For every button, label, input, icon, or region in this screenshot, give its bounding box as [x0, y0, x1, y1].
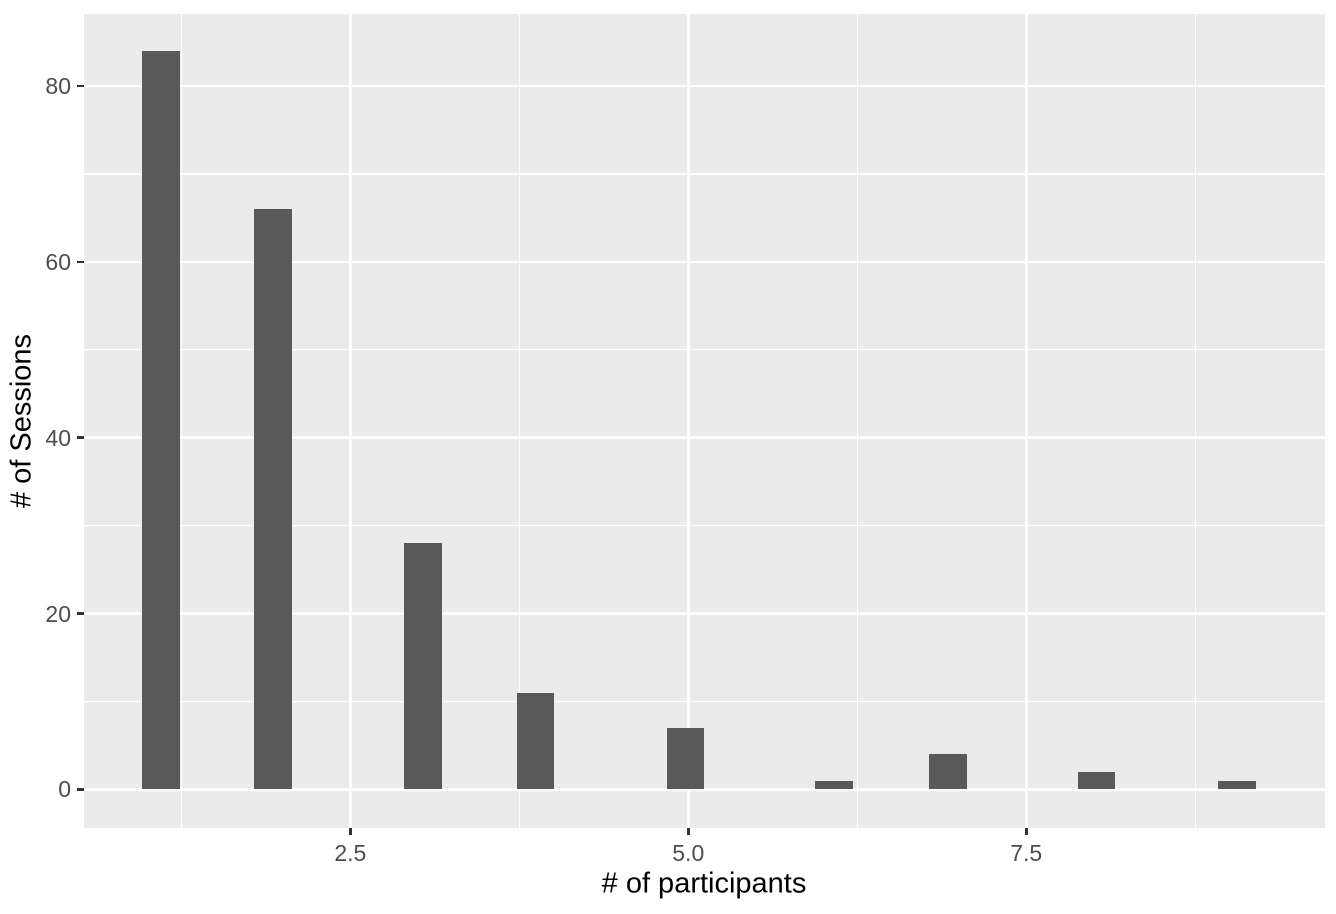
y-minor-gridline: [84, 524, 1325, 527]
histogram-bar: [404, 543, 443, 790]
x-tick-mark: [1024, 828, 1028, 835]
y-tick-mark: [77, 787, 84, 791]
histogram-bar: [815, 780, 854, 790]
y-major-gridline: [84, 260, 1325, 264]
x-major-gridline: [686, 14, 690, 828]
x-major-gridline: [348, 14, 352, 828]
y-axis-tick-label: 20: [45, 600, 71, 627]
y-axis-title: # of Sessions: [5, 333, 38, 509]
histogram-bar: [1077, 771, 1116, 790]
x-minor-gridline: [1194, 14, 1196, 828]
y-tick-mark: [77, 436, 84, 440]
histogram-bar: [254, 209, 293, 790]
x-tick-mark: [686, 828, 690, 835]
plot-panel: [84, 14, 1325, 828]
histogram-bar: [928, 754, 967, 790]
y-tick-mark: [77, 612, 84, 615]
y-axis-tick-label: 60: [45, 248, 71, 275]
histogram-bar: [666, 727, 705, 790]
x-axis-title: # of participants: [601, 867, 807, 900]
y-axis-tick-label: 80: [45, 73, 71, 100]
x-axis-tick-label: 7.5: [1010, 840, 1043, 866]
y-major-gridline: [84, 612, 1325, 615]
x-major-gridline: [1024, 14, 1028, 828]
y-minor-gridline: [84, 700, 1325, 703]
y-tick-mark: [77, 84, 84, 88]
x-minor-gridline: [180, 14, 183, 828]
x-tick-mark: [348, 828, 352, 835]
y-major-gridline: [84, 84, 1325, 88]
y-minor-gridline: [84, 173, 1325, 175]
x-axis-tick-label: 2.5: [334, 840, 367, 866]
x-minor-gridline: [856, 14, 858, 828]
x-minor-gridline: [518, 14, 520, 828]
histogram-bar: [1218, 780, 1257, 790]
y-axis-tick-label: 40: [45, 424, 71, 451]
y-major-gridline: [84, 436, 1325, 440]
y-minor-gridline: [84, 349, 1325, 351]
histogram-bar: [142, 50, 180, 790]
y-tick-mark: [77, 260, 84, 264]
histogram-bar: [516, 692, 555, 790]
y-axis-tick-label: 0: [58, 776, 71, 803]
y-major-gridline: [84, 787, 1325, 791]
x-axis-tick-label: 5.0: [672, 840, 705, 866]
